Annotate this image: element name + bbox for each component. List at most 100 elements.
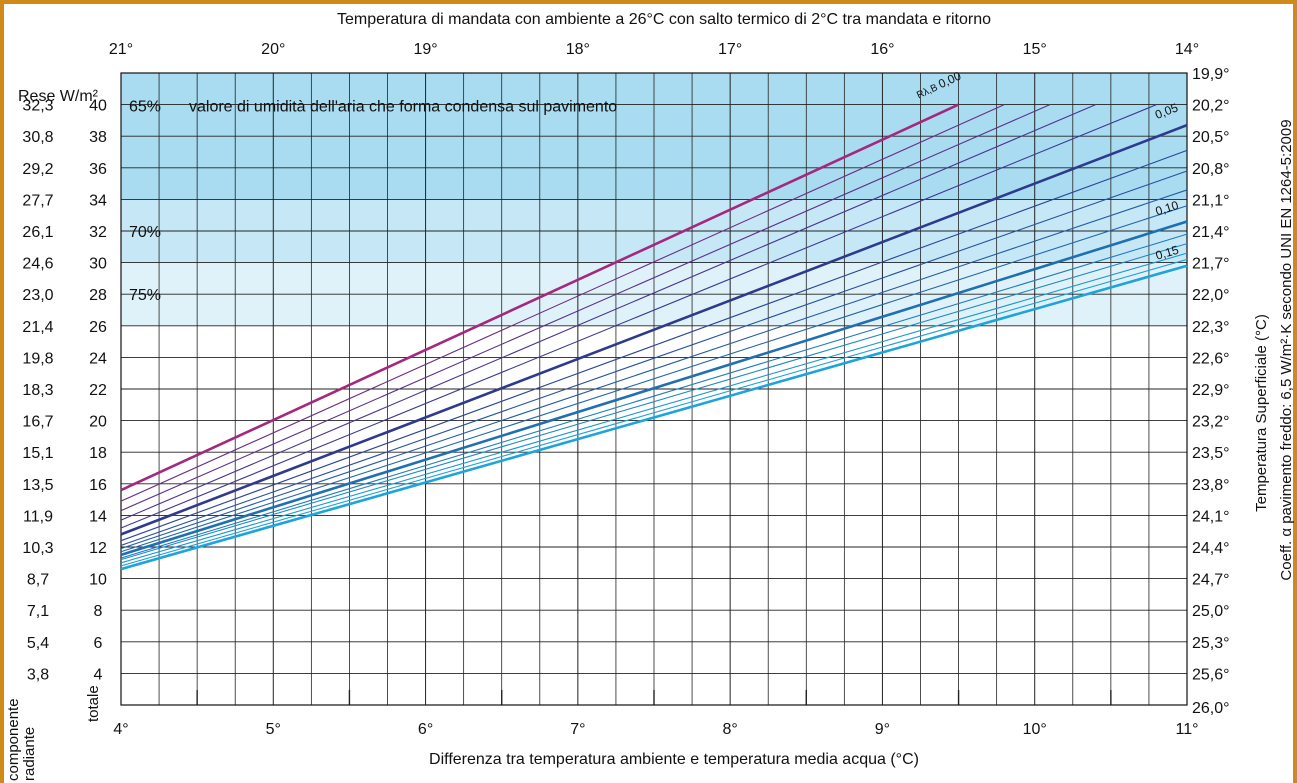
top-tick-label: 19°: [413, 41, 437, 58]
right-tick-label: 21,4°: [1192, 224, 1230, 241]
y-tick-radiant: 21,4: [22, 319, 53, 336]
series-line-6: [120, 149, 1188, 542]
y-tick-total: 10: [89, 572, 107, 589]
y-tick-total: 12: [89, 540, 107, 557]
y-tick-radiant: 19,8: [22, 350, 53, 367]
top-tick-label: 18°: [566, 41, 590, 58]
x-axis-label: Differenza tra temperatura ambiente e te…: [429, 751, 919, 768]
top-axis-title: Temperatura di mandata con ambiente a 26…: [337, 11, 991, 28]
left-label-radiant-2: radiante: [21, 727, 38, 781]
y-tick-radiant: 26,1: [22, 224, 53, 241]
x-tick-label: 8°: [722, 721, 737, 738]
right-tick-label: 20,2°: [1192, 98, 1230, 115]
y-tick-total: 22: [89, 382, 107, 399]
y-tick-radiant: 29,2: [22, 161, 53, 178]
top-tick-label: 20°: [261, 41, 285, 58]
right-axis-coefficient: Coeff. α pavimento freddo: 6,5 W/m²·K se…: [1278, 119, 1295, 580]
right-tick-label: 23,2°: [1192, 414, 1230, 431]
right-tick-label: 20,5°: [1192, 129, 1230, 146]
right-tick-label: 24,4°: [1192, 540, 1230, 557]
y-tick-radiant: 18,3: [22, 382, 53, 399]
y-tick-radiant: 32,3: [22, 98, 53, 115]
y-tick-total: 38: [89, 129, 107, 146]
y-tick-total: 6: [94, 635, 103, 652]
series-label-15: 0,15: [1154, 243, 1181, 263]
condensation-note: valore di umidità dell'aria che forma co…: [189, 99, 617, 116]
x-tick-label: 5°: [266, 721, 281, 738]
right-tick-label: 21,1°: [1192, 192, 1230, 209]
y-tick-total: 36: [89, 161, 107, 178]
right-tick-label: 21,7°: [1192, 256, 1230, 273]
y-tick-radiant: 27,7: [22, 192, 53, 209]
series-line-12: [120, 243, 1188, 561]
right-tick-label: 22,3°: [1192, 319, 1230, 336]
left-label-total: totale: [85, 685, 102, 722]
y-tick-radiant: 15,1: [22, 445, 53, 462]
series-line-3: [120, 104, 1096, 521]
y-tick-radiant: 13,5: [22, 477, 53, 494]
series-line-1: [120, 104, 1005, 502]
right-tick-label: 23,5°: [1192, 445, 1230, 462]
series-line-14: [120, 258, 1188, 567]
top-tick-label: 15°: [1023, 41, 1047, 58]
series-line-5: [120, 123, 1188, 536]
right-tick-label: 22,0°: [1192, 287, 1230, 304]
x-tick-label: 6°: [418, 721, 433, 738]
left-label-radiant-1: componente: [5, 698, 22, 781]
right-tick-label: 19,9°: [1192, 66, 1230, 83]
top-tick-label: 16°: [870, 41, 894, 58]
series-line-13: [120, 252, 1188, 564]
x-tick-label: 9°: [875, 721, 890, 738]
y-tick-total: 26: [89, 319, 107, 336]
series-line-2: [120, 104, 1051, 512]
y-tick-radiant: 24,6: [22, 256, 53, 273]
y-tick-total: 4: [94, 666, 103, 683]
humidity-label-0: 65%: [129, 99, 161, 116]
right-tick-label: 22,6°: [1192, 350, 1230, 367]
top-tick-label: 21°: [109, 41, 133, 58]
x-tick-label: 10°: [1023, 721, 1047, 738]
series-line-7: [120, 170, 1188, 546]
series-line-9: [120, 205, 1188, 553]
humidity-label-1: 70%: [129, 224, 161, 241]
y-tick-total: 20: [89, 414, 107, 431]
y-tick-total: 28: [89, 287, 107, 304]
right-tick-label: 22,9°: [1192, 382, 1230, 399]
right-axis-label: Temperatura Superficiale (°C): [1253, 314, 1270, 512]
x-tick-label: 4°: [113, 721, 128, 738]
series-line-11: [120, 233, 1188, 559]
y-tick-total: 40: [89, 98, 107, 115]
series-line-15: [120, 264, 1188, 571]
y-tick-radiant: 3,8: [27, 666, 49, 683]
right-tick-label: 26,0°: [1192, 700, 1230, 717]
top-tick-label: 17°: [718, 41, 742, 58]
y-tick-radiant: 30,8: [22, 129, 53, 146]
y-tick-total: 34: [89, 192, 107, 209]
x-tick-label: 11°: [1175, 721, 1198, 738]
y-tick-radiant: 16,7: [22, 414, 53, 431]
y-tick-total: 14: [89, 508, 107, 525]
right-tick-label: 23,8°: [1192, 477, 1230, 494]
y-tick-radiant: 7,1: [27, 603, 49, 620]
y-tick-total: 30: [89, 256, 107, 273]
top-tick-label: 14°: [1175, 41, 1199, 58]
series-line-10: [120, 220, 1188, 557]
y-tick-total: 32: [89, 224, 107, 241]
y-tick-radiant: 5,4: [27, 635, 49, 652]
y-tick-total: 16: [89, 477, 107, 494]
humidity-label-2: 75%: [129, 287, 161, 304]
right-tick-label: 25,3°: [1192, 635, 1230, 652]
right-tick-label: 20,8°: [1192, 161, 1230, 178]
plot-border: [120, 72, 1188, 706]
series-line-4: [120, 104, 1157, 529]
grid-lines: [120, 72, 1188, 706]
y-tick-total: 8: [94, 603, 103, 620]
y-tick-radiant: 8,7: [27, 572, 49, 589]
series-label-10: 0,10: [1154, 198, 1181, 218]
x-tick-label: 7°: [570, 721, 585, 738]
y-tick-radiant: 23,0: [22, 287, 53, 304]
y-tick-radiant: 11,9: [23, 508, 53, 525]
left-header: Rese W/m²: [18, 88, 99, 105]
